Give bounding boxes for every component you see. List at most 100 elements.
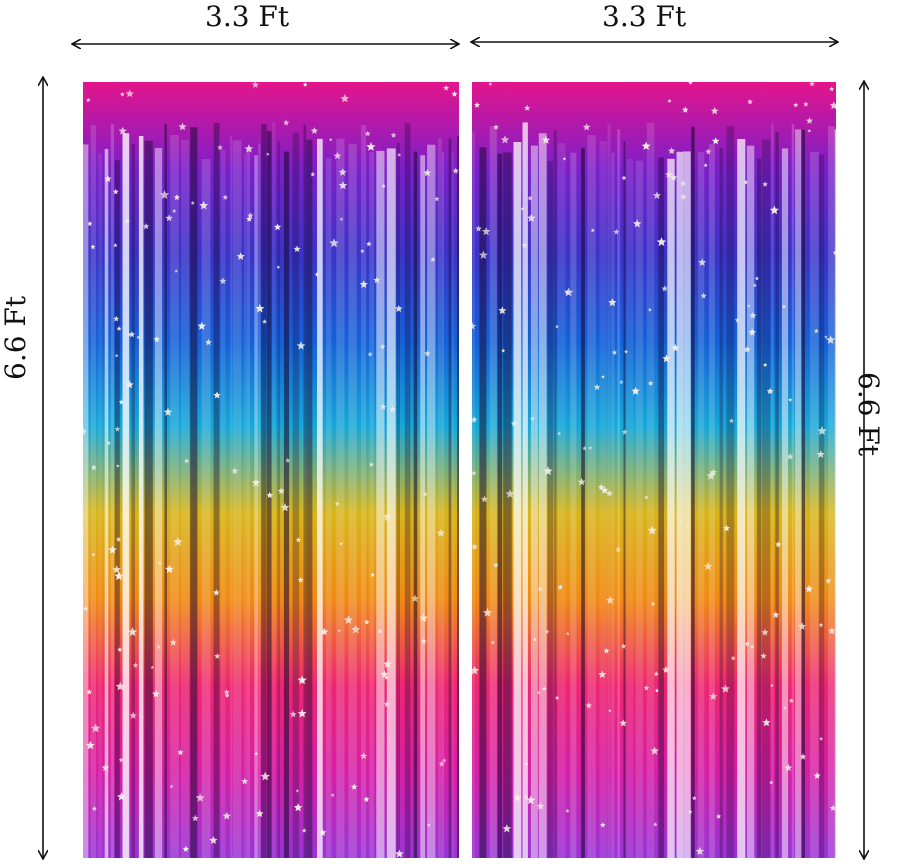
star <box>169 638 177 646</box>
fringe-strand <box>553 129 557 858</box>
fringe-strand <box>361 125 367 858</box>
fringe-strand <box>479 147 487 858</box>
star <box>600 822 606 828</box>
star <box>422 491 428 497</box>
fringe-strand <box>326 158 332 858</box>
star <box>671 344 680 352</box>
star <box>813 328 819 334</box>
star <box>128 331 136 338</box>
curtain-panel-left <box>83 82 459 858</box>
fringe-strand <box>83 144 89 858</box>
star <box>124 218 131 224</box>
star <box>716 813 722 819</box>
star <box>297 709 307 718</box>
fringe-strand <box>818 154 825 858</box>
curtain-panel-right <box>472 82 836 858</box>
fringe-strand <box>472 131 475 858</box>
fringe-strand <box>201 159 211 858</box>
star <box>225 693 230 698</box>
star <box>310 127 319 134</box>
star <box>351 624 361 634</box>
star <box>112 565 121 574</box>
star <box>781 304 786 309</box>
star <box>654 688 660 693</box>
star <box>829 804 836 811</box>
fringe-strand <box>757 158 762 858</box>
star <box>664 170 673 178</box>
star <box>502 824 512 833</box>
star <box>114 571 124 581</box>
star <box>565 808 570 813</box>
star <box>183 458 190 464</box>
star <box>695 846 704 855</box>
star <box>273 223 282 231</box>
star <box>608 298 617 307</box>
star <box>577 478 586 486</box>
star <box>247 212 254 219</box>
star <box>360 248 365 253</box>
fringe-strand <box>437 138 442 858</box>
star <box>420 638 427 644</box>
star <box>557 584 564 590</box>
star <box>501 348 506 353</box>
star <box>590 228 595 233</box>
fringe-strand <box>795 129 802 858</box>
star <box>565 631 570 636</box>
star <box>597 483 605 491</box>
star <box>603 647 610 654</box>
fringe-strand <box>246 150 250 858</box>
fringe-strand <box>522 122 528 858</box>
star <box>83 606 89 611</box>
star <box>682 106 689 113</box>
star <box>500 135 510 144</box>
star <box>118 757 124 763</box>
star <box>390 132 397 138</box>
star <box>621 175 627 181</box>
star <box>809 82 815 87</box>
star <box>482 227 491 236</box>
star <box>359 280 368 289</box>
star <box>117 647 123 652</box>
fringe-strand <box>587 135 596 858</box>
star <box>598 670 607 679</box>
star <box>554 324 560 329</box>
star <box>588 445 593 450</box>
star <box>600 486 609 494</box>
star <box>302 82 308 87</box>
star <box>383 701 391 707</box>
star <box>244 144 254 153</box>
star <box>442 758 447 763</box>
fringe-strand <box>181 140 189 858</box>
fringe-strand <box>781 148 789 858</box>
star <box>775 541 782 548</box>
fringe-strand <box>110 124 114 858</box>
star <box>762 181 768 187</box>
star <box>142 223 150 230</box>
star <box>747 304 751 308</box>
star <box>668 147 676 155</box>
star <box>585 702 592 709</box>
fringe-strand <box>317 138 323 858</box>
fringe-strand <box>254 155 258 858</box>
fringe-strand <box>131 143 135 858</box>
star <box>212 589 220 596</box>
star <box>104 175 112 183</box>
star <box>182 845 189 852</box>
star <box>368 462 374 467</box>
star <box>632 219 642 228</box>
star <box>297 576 304 583</box>
star <box>793 102 799 108</box>
star <box>480 495 488 503</box>
star <box>624 349 629 354</box>
star <box>543 466 553 476</box>
star <box>338 181 348 190</box>
star <box>443 84 450 91</box>
star <box>537 586 543 591</box>
star <box>339 541 343 546</box>
fringe-strand <box>420 155 426 858</box>
fringe-strand <box>698 151 705 858</box>
star <box>754 276 759 281</box>
star <box>662 666 670 673</box>
star <box>367 351 373 357</box>
